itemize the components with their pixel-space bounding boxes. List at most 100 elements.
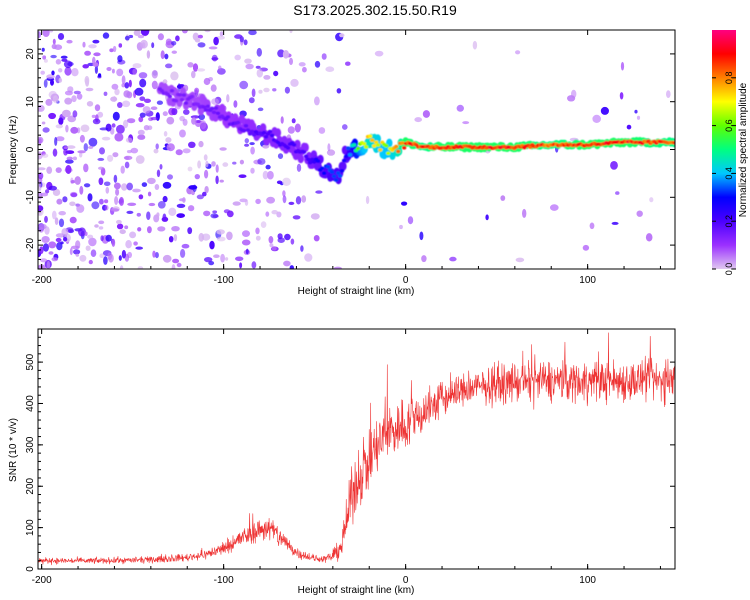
spectrogram-noise-blob: [179, 129, 186, 138]
spectrogram-noise-blob: [163, 131, 168, 137]
spectrogram-noise-blob: [79, 152, 83, 158]
spectrogram-noise-blob: [225, 257, 229, 261]
spectrogram-noise-blob: [289, 265, 294, 269]
spectrogram-noise-blob: [117, 55, 123, 63]
spectrogram-noise-blob: [136, 212, 141, 217]
snr-x-label: Height of straight line (km): [298, 585, 415, 596]
spectrogram-noise-blob: [102, 32, 110, 39]
spectrogram-noise-blob: [128, 34, 134, 39]
spectrogram-noise-blob: [256, 68, 263, 78]
spectrogram-noise-blob: [157, 226, 166, 232]
spectrogram-noise-blob: [90, 249, 97, 257]
spectrogram-noise-blob: [192, 63, 199, 72]
spectrogram-noise-blob: [194, 38, 201, 43]
spectrogram-noise-blob: [304, 253, 313, 262]
spectrogram-noise-blob: [139, 78, 147, 88]
spectrogram-noise-blob: [92, 39, 100, 44]
spectrogram-noise-blob: [147, 177, 156, 185]
spectrogram-noise-blob: [620, 61, 625, 71]
spectrogram-noise-blob: [119, 196, 124, 206]
spectrogram-noise-blob: [182, 30, 188, 34]
spectrogram-x-tick-label: 100: [579, 275, 596, 286]
spectrogram-noise-blob: [56, 198, 63, 205]
spectrogram-ridge-point: [203, 108, 209, 112]
spectrogram-noise-blob: [284, 86, 290, 94]
spectrogram-noise-blob: [74, 176, 81, 185]
spectrogram-noise-blob: [91, 114, 96, 118]
colorbar-tick-label: 0.6: [724, 119, 734, 132]
spectrogram-noise-blob: [157, 33, 164, 41]
spectrogram-noise-blob: [219, 31, 224, 37]
spectrogram-ridge-point: [213, 106, 219, 110]
spectrogram-noise-blob: [48, 112, 56, 120]
spectrogram-noise-blob: [336, 88, 342, 94]
spectrogram-noise-blob: [106, 67, 112, 71]
spectrogram-noise-blob: [280, 116, 284, 124]
spectrogram-noise-blob: [126, 182, 133, 191]
spectrogram-y-tick-label: 10: [25, 96, 36, 108]
spectrogram-noise-blob: [592, 114, 601, 123]
spectrogram-noise-blob: [271, 246, 277, 251]
spectrogram-noise-blob: [288, 201, 295, 205]
spectrogram-noise-blob: [422, 110, 430, 118]
spectrogram-noise-blob: [137, 266, 144, 269]
spectrogram-noise-blob: [55, 124, 63, 129]
spectrogram-noise-blob: [51, 43, 57, 50]
spectrogram-noise-blob: [204, 257, 213, 263]
spectrogram-noise-blob: [129, 231, 137, 239]
spectrogram-noise-blob: [198, 113, 205, 121]
spectrogram-noise-blob: [146, 211, 151, 220]
snr-frame: [37, 328, 676, 570]
spectrogram-x-tick-label: 0: [403, 275, 409, 286]
spectrogram-noise-blob: [138, 116, 144, 123]
spectrogram-noise-blob: [244, 58, 252, 64]
spectrogram-noise-blob: [204, 186, 209, 194]
spectrogram-noise-blob: [46, 74, 55, 80]
spectrogram-ridge-point: [367, 134, 373, 138]
spectrogram-noise-blob: [197, 160, 202, 169]
colorbar: 0.0 0.2 0.4 0.6 0.8 Normalized spectral ampl…: [712, 30, 749, 275]
spectrogram-noise-blob: [45, 98, 53, 106]
spectrogram-noise-blob: [54, 136, 58, 146]
spectrogram-noise-blob: [365, 195, 370, 205]
spectrogram-noise-blob: [93, 52, 101, 57]
spectrogram-noise-blob: [107, 252, 113, 260]
spectrogram-noise-blob: [165, 63, 173, 69]
spectrogram-noise-blob: [147, 226, 152, 234]
spectrogram-noise-blob: [100, 235, 104, 242]
spectrogram-noise-blob: [166, 143, 175, 152]
spectrogram-x-tick-label: -100: [214, 275, 234, 286]
spectrogram-noise-blob: [235, 256, 244, 262]
spectrogram-noise-blob: [500, 195, 506, 201]
spectrogram-noise-blob: [211, 54, 218, 62]
spectrogram-noise-blob: [132, 63, 142, 69]
spectrogram-ridge-point: [396, 149, 401, 154]
spectrogram-y-ticks: -20 -10 0 10 20: [25, 29, 675, 270]
spectrogram-ridge-point: [267, 129, 273, 134]
spectrogram-noise-blob: [55, 233, 65, 238]
spectrogram-noise-blob: [176, 262, 182, 268]
figure-title: S173.2025.302.15.50.R19: [293, 2, 457, 18]
spectrogram-noise-blob: [173, 234, 178, 242]
spectrogram-noise-blob: [86, 101, 94, 107]
spectrogram-ridge-point: [263, 135, 269, 139]
spectrogram-ridge-point: [384, 143, 389, 148]
spectrogram-noise-blob: [203, 154, 208, 161]
spectrogram-noise-blob: [522, 208, 527, 218]
spectrogram-noise-blob: [55, 237, 62, 243]
spectrogram-ridge-halo: [212, 112, 219, 122]
spectrogram-noise-blob: [40, 70, 45, 75]
spectrogram-noise-blob: [82, 41, 86, 48]
colorbar-tick-label: 0.2: [724, 215, 734, 228]
spectrogram-ridge-point: [209, 106, 215, 111]
spectrogram-noise-blob: [42, 55, 47, 60]
spectrogram-ridge-point: [329, 170, 335, 174]
spectrogram-noise-blob: [295, 196, 302, 205]
spectrogram-noise-blob: [121, 183, 128, 191]
spectrogram-noise-blob: [94, 65, 98, 74]
spectrogram-noise-blob: [204, 30, 211, 33]
spectrogram-noise-blob: [52, 38, 56, 45]
spectrogram-noise-blob: [133, 241, 138, 246]
spectrogram-noise-blob: [65, 124, 69, 133]
spectrogram-noise-blob: [152, 250, 156, 258]
